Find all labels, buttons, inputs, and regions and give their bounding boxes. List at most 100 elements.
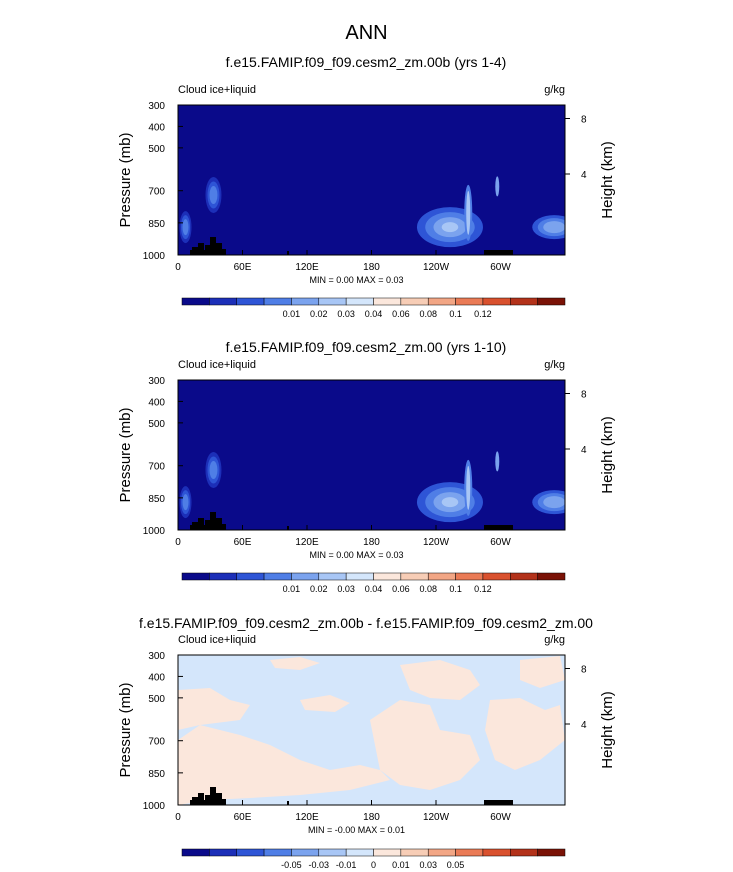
terrain-block — [287, 251, 289, 255]
y-tick-label: 700 — [148, 187, 165, 198]
colorbar-label: 0.1 — [449, 584, 462, 594]
y-tick-label: 850 — [148, 219, 165, 230]
terrain-block — [287, 801, 289, 805]
y-tick-label: 300 — [148, 101, 165, 112]
terrain-block — [210, 237, 216, 255]
contour-lobe — [441, 497, 459, 508]
terrain-block — [484, 800, 513, 805]
variable-label: Cloud ice+liquid — [178, 84, 256, 96]
x-tick-label: 60W — [490, 262, 511, 273]
y-axis-title: Pressure (mb) — [117, 407, 134, 502]
colorbar-label: -0.03 — [309, 860, 330, 870]
terrain-block — [198, 243, 204, 255]
min-max-label: MIN = -0.00 MAX = 0.01 — [308, 825, 405, 835]
colorbar-swatch — [209, 572, 237, 581]
y-tick-label: 1000 — [143, 526, 166, 537]
colorbar-swatch — [181, 572, 210, 581]
colorbar-label: 0 — [371, 860, 376, 870]
colorbar-swatch — [537, 572, 566, 581]
y-tick-label: 400 — [148, 672, 165, 683]
y-tick-label: 850 — [148, 769, 165, 780]
y2-tick-label: 4 — [581, 445, 587, 456]
y-tick-label: 1000 — [143, 251, 166, 262]
x-tick-label: 120E — [295, 262, 319, 273]
panel-title: f.e15.FAMIP.f09_f09.cesm2_zm.00 (yrs 1-1… — [226, 339, 507, 355]
colorbar-swatch — [373, 848, 402, 857]
colorbar-label: 0.04 — [365, 584, 383, 594]
chart-panel-3: f.e15.FAMIP.f09_f09.cesm2_zm.00b - f.e15… — [117, 615, 616, 870]
colorbar-label: 0.08 — [419, 584, 437, 594]
contour-patch — [300, 695, 350, 712]
colorbar-swatch — [263, 848, 292, 857]
x-tick-label: 0 — [175, 262, 181, 273]
field-features — [179, 176, 565, 248]
min-max-label: MIN = 0.00 MAX = 0.03 — [309, 275, 403, 285]
colorbar-swatch — [455, 572, 484, 581]
topography — [190, 787, 513, 805]
units-label: g/kg — [544, 84, 565, 96]
terrain-block — [190, 800, 224, 805]
y-tick-label: 500 — [148, 419, 165, 430]
colorbar: 0.01 0.02 0.03 0.04 0.06 0.08 0.1 0.12 — [181, 297, 566, 319]
terrain-block — [210, 787, 216, 805]
y2-tick-label: 4 — [581, 170, 587, 181]
x-tick-label: 180 — [363, 262, 380, 273]
field-features — [179, 451, 565, 523]
colorbar-swatch — [400, 297, 429, 306]
colorbar-swatch — [209, 848, 237, 857]
contour-streak — [495, 176, 500, 197]
colorbar-label: 0.12 — [474, 309, 492, 319]
colorbar-label: -0.05 — [281, 860, 302, 870]
x-tick-label: 120E — [295, 537, 319, 548]
terrain-block — [190, 250, 224, 255]
contour-streak — [466, 190, 471, 235]
field-background — [178, 105, 565, 255]
colorbar-swatch — [537, 848, 566, 857]
terrain-block — [198, 793, 204, 805]
colorbar: 0.01 0.02 0.03 0.04 0.06 0.08 0.1 0.12 — [181, 572, 566, 594]
colorbar-swatch — [318, 848, 347, 857]
colorbar-swatch — [291, 572, 320, 581]
topography — [190, 512, 513, 530]
contour-lobe — [441, 222, 459, 233]
contour-lobe — [209, 186, 218, 204]
colorbar-swatch — [373, 572, 402, 581]
y2-axis-title: Height (km) — [599, 416, 616, 494]
colorbar-swatch — [537, 297, 566, 306]
colorbar-swatch — [209, 297, 237, 306]
x-tick-label: 120E — [295, 812, 319, 823]
y2-axis-title: Height (km) — [599, 141, 616, 219]
colorbar-label: 0.02 — [310, 309, 328, 319]
colorbar-label: 0.01 — [283, 584, 301, 594]
contour-lobe — [182, 219, 189, 236]
contour-patch — [178, 725, 390, 805]
colorbar-swatch — [263, 297, 292, 306]
y2-tick-label: 4 — [581, 720, 587, 731]
colorbar-label: 0.04 — [365, 309, 383, 319]
colorbar-swatch — [345, 297, 374, 306]
panel-title: f.e15.FAMIP.f09_f09.cesm2_zm.00b (yrs 1-… — [226, 54, 507, 70]
colorbar-label: 0.12 — [474, 584, 492, 594]
colorbar-swatch — [291, 848, 320, 857]
x-tick-label: 60E — [234, 262, 252, 273]
variable-label: Cloud ice+liquid — [178, 359, 256, 371]
contour-lobe — [209, 461, 218, 479]
contour-patch — [400, 660, 480, 700]
colorbar-swatch — [345, 848, 374, 857]
y2-tick-label: 8 — [581, 665, 587, 676]
y-tick-label: 700 — [148, 462, 165, 473]
colorbar-label: 0.03 — [337, 584, 355, 594]
colorbar-swatch — [263, 572, 292, 581]
terrain-block — [287, 526, 289, 530]
colorbar-swatch — [318, 572, 347, 581]
colorbar-swatch — [510, 572, 538, 581]
y2-tick-label: 8 — [581, 115, 587, 126]
units-label: g/kg — [544, 634, 565, 646]
colorbar-swatch — [427, 297, 456, 306]
y-tick-label: 850 — [148, 494, 165, 505]
colorbar-swatch — [236, 572, 265, 581]
colorbar-swatch — [236, 848, 265, 857]
terrain-block — [210, 512, 216, 530]
x-tick-label: 0 — [175, 537, 181, 548]
